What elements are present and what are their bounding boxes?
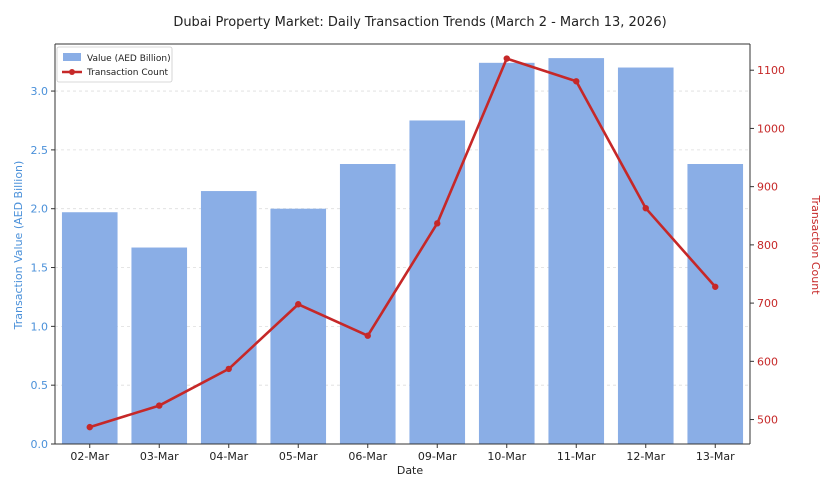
legend: Value (AED Billion) Transaction Count	[56, 46, 173, 83]
left-tick-label: 1.5	[31, 262, 49, 275]
left-tick-label: 2.0	[31, 203, 49, 216]
bar-03-Mar	[131, 247, 188, 444]
line-series	[86, 55, 719, 431]
x-tick-label: 10-Mar	[487, 450, 526, 463]
x-tick-label: 13-Mar	[696, 450, 735, 463]
x-tick-label: 03-Mar	[140, 450, 179, 463]
bar-05-Mar	[270, 208, 327, 444]
right-tick-label: 1100	[757, 64, 785, 77]
count-point-03-Mar	[156, 402, 163, 409]
legend-bar-swatch	[63, 53, 81, 61]
x-tick-label: 04-Mar	[209, 450, 248, 463]
legend-line-label: Transaction Count	[86, 68, 169, 78]
ticks: 0.0 0.5 1.0 1.5 2.0 2.5 3.0 500 600 700 800 900 1000…	[31, 64, 786, 463]
count-point-06-Mar	[364, 332, 371, 339]
x-tick-label: 06-Mar	[348, 450, 387, 463]
bar-09-Mar	[409, 120, 466, 445]
axes	[54, 43, 751, 445]
left-tick-label: 0.5	[31, 379, 49, 392]
right-tick-label: 700	[757, 297, 778, 310]
left-tick-label: 1.0	[31, 320, 49, 333]
count-point-04-Mar	[225, 365, 232, 373]
right-tick-label: 500	[757, 414, 778, 427]
legend-line-marker	[69, 69, 75, 75]
count-point-10-Mar	[503, 55, 510, 62]
bar-10-Mar	[478, 62, 535, 445]
count-line	[89, 57, 717, 429]
legend-box	[56, 46, 173, 83]
count-point-05-Mar	[295, 301, 302, 308]
left-tick-label: 2.5	[31, 144, 49, 157]
right-tick-label: 800	[757, 239, 778, 252]
right-tick-label: 600	[757, 355, 778, 368]
right-axis-label: Transaction Count	[809, 194, 822, 295]
bar-02-Mar	[61, 212, 118, 444]
left-axis-label: Transaction Value (AED Billion)	[12, 161, 25, 331]
bar-13-Mar	[687, 164, 744, 444]
count-point-02-Mar	[86, 423, 93, 431]
chart-title: Dubai Property Market: Daily Transaction…	[173, 15, 666, 30]
count-point-11-Mar	[573, 78, 580, 85]
x-tick-label: 09-Mar	[418, 450, 457, 463]
right-tick-label: 900	[757, 181, 778, 194]
left-tick-label: 3.0	[31, 85, 49, 98]
count-point-09-Mar	[434, 220, 441, 227]
bar-12-Mar	[617, 67, 674, 444]
bar-04-Mar	[200, 191, 257, 444]
right-tick-label: 1000	[757, 122, 785, 135]
bar-11-Mar	[548, 58, 605, 444]
legend-bar-label: Value (AED Billion)	[87, 54, 171, 64]
count-point-12-Mar	[642, 204, 649, 212]
left-tick-label: 0.0	[31, 438, 49, 451]
bars	[61, 58, 744, 445]
x-tick-label: 12-Mar	[626, 450, 665, 463]
x-tick-label: 11-Mar	[557, 450, 596, 463]
x-tick-label: 05-Mar	[279, 450, 318, 463]
x-axis-label: Date	[397, 464, 424, 477]
count-point-13-Mar	[712, 283, 719, 290]
x-tick-label: 02-Mar	[70, 450, 109, 463]
